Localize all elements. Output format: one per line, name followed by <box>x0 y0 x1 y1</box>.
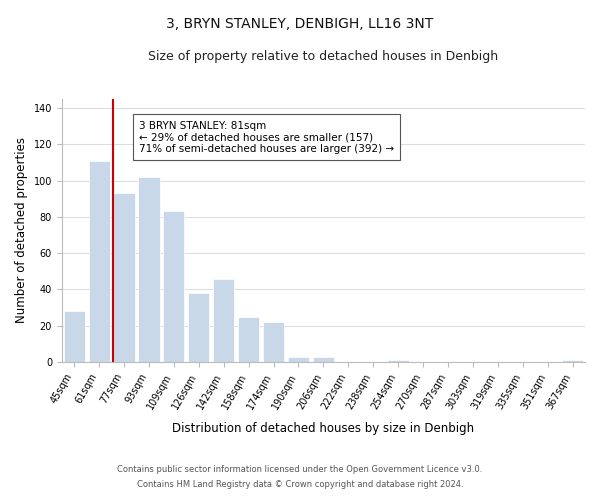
Bar <box>113 193 134 362</box>
Bar <box>89 160 110 362</box>
Text: Contains public sector information licensed under the Open Government Licence v3: Contains public sector information licen… <box>118 465 482 474</box>
Bar <box>64 311 85 362</box>
Bar <box>238 316 259 362</box>
X-axis label: Distribution of detached houses by size in Denbigh: Distribution of detached houses by size … <box>172 422 475 435</box>
Bar <box>163 212 184 362</box>
Text: Contains HM Land Registry data © Crown copyright and database right 2024.: Contains HM Land Registry data © Crown c… <box>137 480 463 489</box>
Bar <box>213 278 235 362</box>
Text: 3, BRYN STANLEY, DENBIGH, LL16 3NT: 3, BRYN STANLEY, DENBIGH, LL16 3NT <box>166 18 434 32</box>
Bar <box>388 360 409 362</box>
Bar <box>288 356 309 362</box>
Bar <box>562 360 583 362</box>
Bar <box>263 322 284 362</box>
Bar <box>188 293 209 362</box>
Bar <box>139 177 160 362</box>
Y-axis label: Number of detached properties: Number of detached properties <box>15 138 28 324</box>
Bar <box>313 356 334 362</box>
Text: 3 BRYN STANLEY: 81sqm
← 29% of detached houses are smaller (157)
71% of semi-det: 3 BRYN STANLEY: 81sqm ← 29% of detached … <box>139 120 394 154</box>
Title: Size of property relative to detached houses in Denbigh: Size of property relative to detached ho… <box>148 50 499 63</box>
